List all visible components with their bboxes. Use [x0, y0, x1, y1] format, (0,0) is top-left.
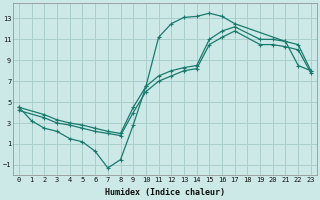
- X-axis label: Humidex (Indice chaleur): Humidex (Indice chaleur): [105, 188, 225, 197]
